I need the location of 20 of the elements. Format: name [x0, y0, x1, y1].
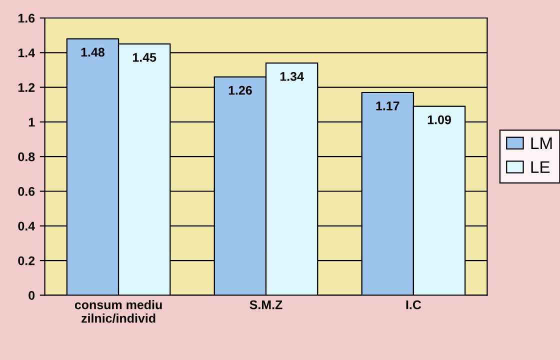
x-tick-label: consum mediu zilnic/individ	[74, 300, 162, 323]
y-tick-label: 0	[28, 291, 35, 300]
data-label: 1.45	[132, 53, 156, 62]
data-label: 1.48	[81, 48, 105, 57]
y-tick-label: 1.4	[18, 48, 36, 58]
y-tick-label: 0.8	[18, 152, 35, 162]
x-tick-label: S.M.Z	[250, 300, 282, 310]
x-tick-label: I.C	[406, 300, 422, 310]
data-label: 1.09	[428, 115, 451, 124]
y-tick-label: 0.6	[18, 187, 35, 196]
y-tick-label: 0.2	[18, 256, 35, 266]
y-tick-label: 1.6	[18, 14, 35, 23]
y-tick-label: 1.2	[18, 83, 35, 92]
legend-label: LE	[531, 161, 550, 173]
y-tick-label: 0.4	[18, 222, 36, 231]
y-tick-label: 1	[28, 118, 35, 126]
data-label: 1.26	[228, 86, 252, 95]
data-label: 1.34	[280, 72, 304, 81]
legend-label: LM	[531, 138, 552, 149]
data-label: 1.17	[376, 102, 400, 110]
